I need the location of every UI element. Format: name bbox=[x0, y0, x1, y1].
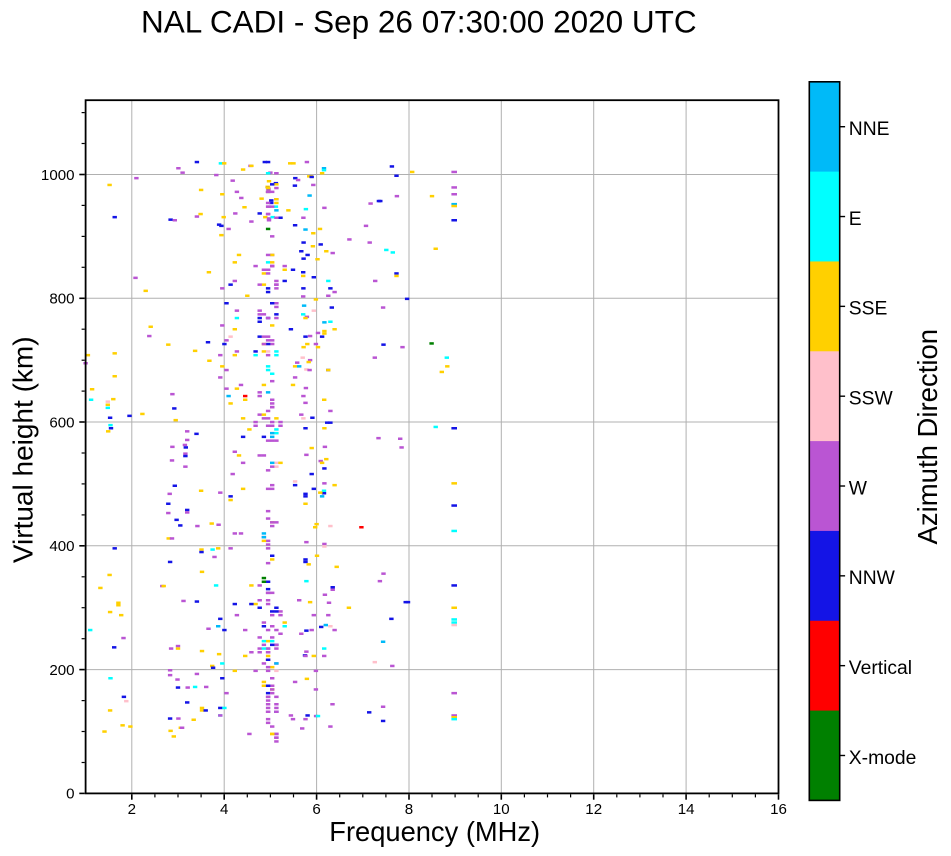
svg-text:10: 10 bbox=[493, 801, 510, 818]
svg-text:W: W bbox=[849, 478, 868, 499]
svg-text:NNW: NNW bbox=[849, 568, 896, 589]
svg-text:1000: 1000 bbox=[41, 167, 75, 184]
svg-text:2: 2 bbox=[128, 801, 136, 818]
svg-text:4: 4 bbox=[220, 801, 228, 818]
svg-text:SSE: SSE bbox=[849, 299, 888, 320]
svg-text:16: 16 bbox=[770, 801, 787, 818]
svg-text:X-mode: X-mode bbox=[849, 748, 917, 769]
svg-text:Virtual height (km): Virtual height (km) bbox=[7, 336, 38, 563]
svg-text:NAL CADI - Sep 26 07:30:00 202: NAL CADI - Sep 26 07:30:00 2020 UTC bbox=[141, 3, 697, 39]
svg-text:14: 14 bbox=[678, 801, 695, 818]
svg-text:Frequency (MHz): Frequency (MHz) bbox=[329, 816, 540, 847]
svg-text:12: 12 bbox=[585, 801, 602, 818]
svg-text:600: 600 bbox=[49, 414, 74, 431]
svg-text:6: 6 bbox=[312, 801, 320, 818]
svg-text:NNE: NNE bbox=[849, 119, 890, 140]
svg-text:8: 8 bbox=[405, 801, 413, 818]
svg-text:Azimuth Direction: Azimuth Direction bbox=[912, 329, 943, 545]
svg-text:E: E bbox=[849, 209, 862, 230]
svg-text:0: 0 bbox=[66, 786, 74, 803]
svg-text:400: 400 bbox=[49, 538, 74, 555]
svg-text:800: 800 bbox=[49, 291, 74, 308]
svg-text:SSW: SSW bbox=[849, 388, 894, 409]
svg-text:200: 200 bbox=[49, 662, 74, 679]
svg-text:Vertical: Vertical bbox=[849, 658, 912, 679]
